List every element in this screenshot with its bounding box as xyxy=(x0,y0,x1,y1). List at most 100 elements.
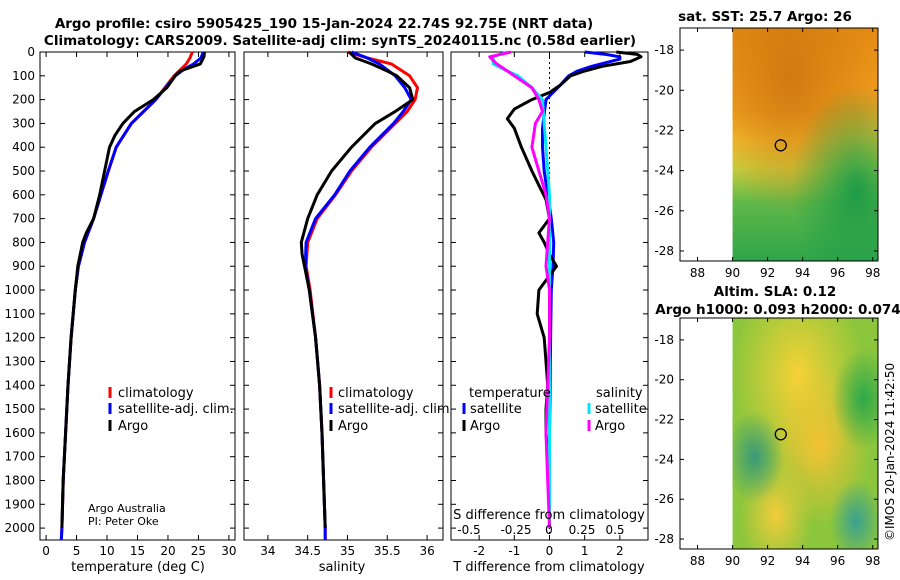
map-x-tick-label: 92 xyxy=(760,266,775,280)
y-tick-label: 1700 xyxy=(4,450,35,464)
y-tick-label: 800 xyxy=(12,235,35,249)
map-x-tick-label: 88 xyxy=(690,266,705,280)
sla-map-frame xyxy=(679,317,879,550)
series-line-s-argo xyxy=(488,50,551,529)
x-tick-label: 20 xyxy=(160,544,175,558)
map-x-tick-label: 94 xyxy=(795,554,810,568)
map-y-tick-label: -24 xyxy=(654,164,674,178)
series-line-argo xyxy=(60,51,206,529)
imos-timestamp: ©IMOS 20-Jan-2024 11:42:50 xyxy=(883,363,897,541)
y-tick-label: 1600 xyxy=(4,426,35,440)
figure-title-line1: Argo profile: csiro 5905425_190 15-Jan-2… xyxy=(55,16,593,32)
figure-title-line2: Climatology: CARS2009. Satellite-adj cli… xyxy=(44,33,636,49)
difference-panel: -2 -1 0 1 2 T difference from climatology S … xyxy=(450,50,649,575)
map-x-tick-label: 90 xyxy=(725,554,740,568)
map-y-tick-label: -18 xyxy=(654,43,674,57)
y-tick-label: 1200 xyxy=(4,331,35,345)
sla-map-panel: Altim. SLA: 0.12 Argo h1000: 0.093 h2000… xyxy=(654,284,900,568)
difference-legend: temperature salinity satellite Argo sate… xyxy=(462,386,647,434)
map-x-tick-label: 96 xyxy=(830,554,845,568)
credit-argo-australia: Argo Australia xyxy=(88,502,166,515)
x-tick-label: 15 xyxy=(130,544,145,558)
temperature-panel: 0100200300400500600700800900100011001200… xyxy=(4,45,236,575)
map-y-tick-label: -20 xyxy=(654,83,674,97)
legend-t-argo-label: Argo xyxy=(470,419,500,434)
y-tick-label: 1800 xyxy=(4,473,35,487)
y-tick-label: 100 xyxy=(12,69,35,83)
temperature-legend: climatology satellite-adj. clim. Argo xyxy=(108,386,234,434)
credit-pi: PI: Peter Oke xyxy=(88,515,159,528)
legend-argo-label: Argo xyxy=(118,419,148,434)
x-tick-label: 35.5 xyxy=(374,544,401,558)
y-tick-label: 900 xyxy=(12,259,35,273)
map-y-tick-label: -26 xyxy=(654,492,674,506)
map-x-tick-label: 98 xyxy=(865,266,880,280)
sla-argo-marker xyxy=(774,428,787,441)
x-tick-label: 34 xyxy=(260,544,275,558)
legend-climatology-label: climatology xyxy=(118,386,194,401)
sla-low-patch xyxy=(732,318,878,549)
y-tick-label: 0 xyxy=(27,45,35,59)
map-y-tick-label: -28 xyxy=(654,244,674,258)
x-tick-label: 1 xyxy=(581,544,589,558)
sst-argo-marker xyxy=(774,139,787,152)
s-tick-label: 0.25 xyxy=(569,523,596,537)
x-tick-label: 25 xyxy=(191,544,206,558)
y-tick-label: 300 xyxy=(12,116,35,130)
difference-xlabel: T difference from climatology xyxy=(452,560,645,575)
map-x-tick-label: 88 xyxy=(690,554,705,568)
s-tick-label: 0 xyxy=(545,523,553,537)
map-x-tick-label: 90 xyxy=(725,266,740,280)
legend-t-satellite-label: satellite xyxy=(470,402,522,417)
y-tick-label: 600 xyxy=(12,188,35,202)
legend-argo-label: Argo xyxy=(338,419,368,434)
salinity-axes xyxy=(243,51,444,541)
sst-cool-patch xyxy=(732,28,878,261)
y-tick-label: 1500 xyxy=(4,402,35,416)
sst-map-title: sat. SST: 25.7 Argo: 26 xyxy=(678,9,852,25)
y-tick-label: 1900 xyxy=(4,497,35,511)
map-x-tick-label: 98 xyxy=(865,554,880,568)
sst-map-frame xyxy=(679,27,879,262)
y-tick-label: 500 xyxy=(12,164,35,178)
x-tick-label: 35 xyxy=(340,544,355,558)
x-tick-label: -2 xyxy=(473,544,485,558)
s-tick-label: -0.5 xyxy=(457,523,480,537)
map-x-tick-label: 94 xyxy=(795,266,810,280)
legend-s-argo-label: Argo xyxy=(595,419,625,434)
salinity-legend: climatology satellite-adj. clim. Argo xyxy=(329,386,454,434)
map-x-tick-label: 92 xyxy=(760,554,775,568)
x-tick-label: 2 xyxy=(616,544,624,558)
y-tick-label: 1400 xyxy=(4,378,35,392)
map-y-tick-label: -26 xyxy=(654,204,674,218)
temperature-axes xyxy=(39,51,236,541)
x-tick-label: 10 xyxy=(99,544,114,558)
y-tick-label: 700 xyxy=(12,212,35,226)
x-tick-label: 0 xyxy=(42,544,50,558)
legend-s-satellite-label: satellite xyxy=(595,402,647,417)
x-tick-label: 30 xyxy=(221,544,236,558)
x-tick-label: 34.5 xyxy=(294,544,321,558)
sla-map-title: Altim. SLA: 0.12 xyxy=(714,284,836,300)
map-x-tick-label: 96 xyxy=(830,266,845,280)
x-tick-label: 36 xyxy=(419,544,434,558)
legend-satellite-label: satellite-adj. clim. xyxy=(118,402,234,417)
y-tick-label: 2000 xyxy=(4,521,35,535)
y-tick-label: 400 xyxy=(12,140,35,154)
y-tick-label: 200 xyxy=(12,93,35,107)
map-y-tick-label: -20 xyxy=(654,373,674,387)
map-y-tick-label: -24 xyxy=(654,452,674,466)
temperature-xlabel: temperature (deg C) xyxy=(71,560,205,575)
map-y-tick-label: -22 xyxy=(654,123,674,137)
map-y-tick-label: -18 xyxy=(654,333,674,347)
x-tick-label: 0 xyxy=(546,544,554,558)
map-y-tick-label: -22 xyxy=(654,413,674,427)
salinity-panel: 34 34.5 35 35.5 36 salinity climatology sate… xyxy=(243,50,454,575)
difference-top-xlabel: S difference from climatology xyxy=(453,508,645,523)
x-tick-label: 5 xyxy=(73,544,81,558)
y-tick-label: 1100 xyxy=(4,307,35,321)
map-y-tick-label: -28 xyxy=(654,532,674,546)
y-tick-label: 1000 xyxy=(4,283,35,297)
sla-map-subtitle: Argo h1000: 0.093 h2000: 0.074 xyxy=(655,302,900,318)
